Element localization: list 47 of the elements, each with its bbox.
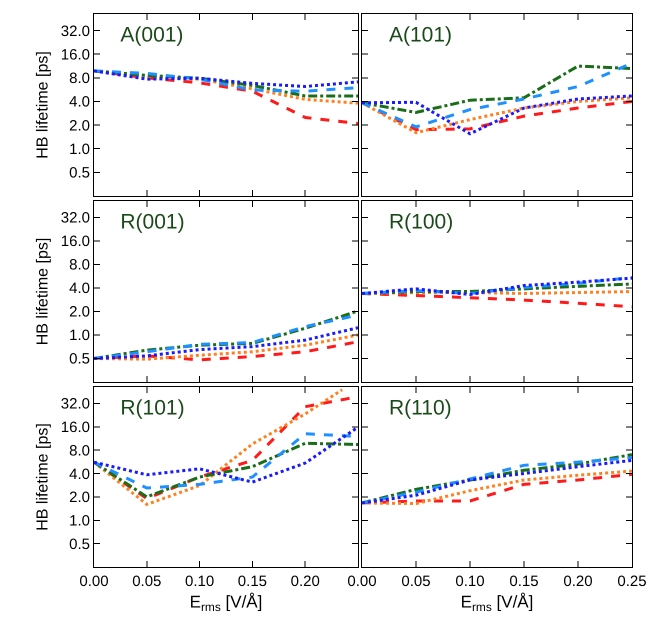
- y-tick-label: 4.0: [69, 466, 90, 483]
- chart-title: R(110): [389, 396, 452, 420]
- y-tick-label: 1.0: [69, 512, 90, 530]
- x-tick-label: 0.15: [238, 573, 267, 590]
- y-tick-label: 2.0: [69, 489, 90, 506]
- y-tick-label: 0.5: [69, 536, 90, 553]
- x-tick-label: 0.10: [185, 573, 214, 590]
- x-axis-title: E$_{rms}$ [V/Å]: [190, 592, 262, 614]
- x-tick-label: 0.15: [509, 573, 539, 590]
- y-tick-label: 4.0: [69, 94, 90, 111]
- y-axis-title: HB lifetime [ps]: [34, 51, 52, 159]
- chart-title: R(001): [120, 210, 185, 234]
- line-series: [94, 69, 358, 88]
- y-tick-label: 1.0: [69, 327, 90, 344]
- y-tick-label: 32.0: [60, 210, 90, 227]
- y-tick-label: 32.0: [60, 396, 90, 413]
- y-tick-label: 0.5: [69, 350, 90, 368]
- y-tick-label: 8.0: [69, 256, 90, 274]
- chart-title: R(100): [389, 210, 454, 234]
- y-tick-label: 4.0: [69, 280, 90, 298]
- y-axis-title: HB lifetime [ps]: [34, 238, 52, 346]
- chart-title: A(001): [120, 23, 184, 46]
- x-tick-label: 0.10: [455, 573, 485, 590]
- line-series: [94, 326, 358, 360]
- line-series: [94, 426, 358, 484]
- x-axis-title: E$_{rms}$ [V/Å]: [460, 592, 534, 614]
- chart-title: A(101): [389, 23, 452, 46]
- y-tick-label: 32.0: [60, 22, 90, 40]
- chart-title: R(101): [120, 396, 185, 420]
- x-tick-label: 0.20: [290, 573, 320, 590]
- y-tick-label: 1.0: [69, 140, 90, 158]
- x-tick-label: 0.20: [563, 573, 593, 590]
- y-axis-title: HB lifetime [ps]: [34, 423, 52, 531]
- y-tick-label: 0.5: [69, 164, 90, 182]
- y-tick-label: 16.0: [60, 46, 90, 64]
- y-tick-label: 2.0: [69, 304, 90, 321]
- x-tick-label: 0.00: [79, 573, 109, 590]
- y-tick-label: 2.0: [69, 117, 90, 134]
- y-tick-label: 8.0: [69, 442, 90, 460]
- y-tick-label: 16.0: [60, 233, 90, 250]
- x-tick-label: 0.25: [617, 573, 647, 590]
- x-tick-label: 0.05: [132, 573, 162, 590]
- x-tick-label: 0.00: [347, 573, 377, 590]
- y-tick-label: 16.0: [60, 419, 90, 436]
- line-series: [94, 442, 358, 498]
- y-tick-label: 8.0: [69, 70, 90, 88]
- x-tick-label: 0.05: [401, 573, 431, 590]
